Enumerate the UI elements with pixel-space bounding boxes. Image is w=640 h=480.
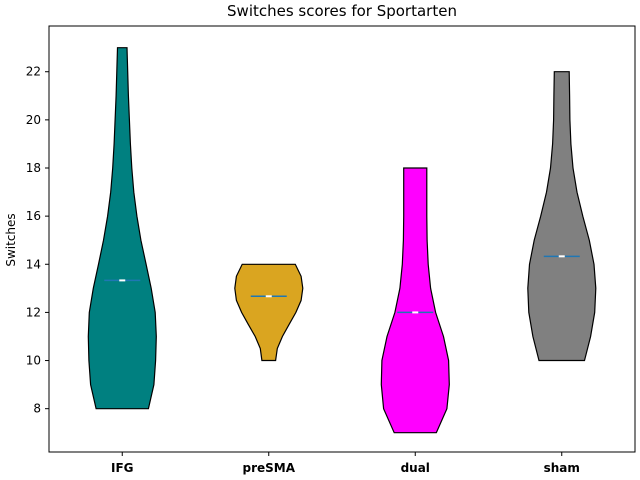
y-tick-label: 8 bbox=[33, 402, 41, 416]
median-marker-dual bbox=[412, 311, 419, 314]
y-tick-label: 14 bbox=[26, 257, 41, 271]
y-tick-label: 10 bbox=[26, 354, 41, 368]
violin-IFG bbox=[87, 47, 157, 410]
violin-sham bbox=[527, 71, 597, 362]
violin-dual bbox=[380, 167, 450, 434]
y-axis-label: Switches bbox=[4, 213, 18, 266]
y-tick-label: 12 bbox=[26, 305, 41, 319]
y-axis: 8 10 12 14 16 18 20 22 bbox=[26, 65, 49, 416]
y-tick-label: 18 bbox=[26, 161, 41, 175]
y-tick-label: 22 bbox=[26, 65, 41, 79]
x-tick-label-preSMA: preSMA bbox=[242, 461, 295, 475]
violin-preSMA bbox=[234, 263, 304, 362]
x-tick-label-sham: sham bbox=[544, 461, 580, 475]
chart-title: Switches scores for Sportarten bbox=[227, 2, 457, 20]
y-tick-label: 16 bbox=[26, 209, 41, 223]
median-marker-IFG bbox=[119, 279, 126, 282]
x-tick-label-dual: dual bbox=[401, 461, 430, 475]
plot-area-frame bbox=[48, 25, 636, 453]
x-tick-label-IFG: IFG bbox=[111, 461, 134, 475]
median-marker-sham bbox=[558, 255, 565, 258]
x-axis: IFG preSMA dual sham bbox=[111, 452, 580, 475]
median-marker-preSMA bbox=[265, 295, 272, 298]
means-layer bbox=[104, 255, 580, 314]
violins-layer bbox=[87, 47, 597, 434]
y-tick-label: 20 bbox=[26, 113, 41, 127]
